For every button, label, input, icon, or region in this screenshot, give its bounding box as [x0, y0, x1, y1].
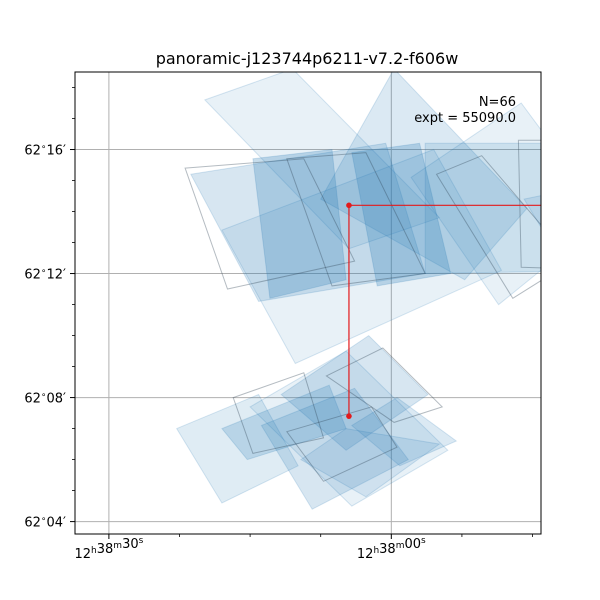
red-point [346, 413, 352, 419]
outline-panel-j [285, 406, 398, 482]
y-tick-label: 62∘04′ [24, 515, 66, 531]
outline-panel-a [184, 158, 356, 290]
footprint-polygon [523, 195, 541, 229]
x-tick-label: 12h38m00s [357, 536, 426, 562]
footprint-polygon [190, 142, 426, 302]
footprint-polygon [350, 396, 458, 467]
outline-panel-i [325, 347, 444, 423]
footprint-polygon [320, 72, 528, 281]
footprint-polygon [249, 350, 449, 507]
footprint-polygon [203, 72, 441, 250]
axis-ticks: 12h38m30s12h38m00s12h37m30s12h37m00s62∘0… [24, 87, 533, 562]
y-tick-label: 62∘12′ [24, 267, 66, 283]
outline-panel-d [517, 139, 541, 269]
outline-panel-b [286, 152, 426, 287]
red-markers-layer [346, 202, 541, 419]
footprint-polygon [299, 428, 441, 498]
outline-panel-c [435, 155, 541, 299]
footprint-polygon [175, 393, 299, 504]
y-tick-label: 62∘16′ [24, 143, 66, 159]
chart-title: panoramic-j123744p6211-v7.2-f606w [156, 49, 459, 68]
footprint-polygon [410, 102, 541, 306]
footprint-polygon [351, 142, 452, 287]
footprint-polygon [221, 384, 347, 461]
red-point [346, 202, 352, 209]
x-tick-label: 12h38m30s [74, 536, 143, 562]
footprint-polygon [260, 387, 410, 510]
plot-frame [74, 71, 542, 535]
outlines-layer [184, 139, 541, 482]
footprint-polygon [221, 148, 503, 365]
y-tick-label: 62∘08′ [24, 391, 66, 407]
grid-lines [75, 72, 541, 534]
outline-panel-h [232, 372, 325, 454]
annotation-exptime: expt = 55090.0 [414, 111, 516, 126]
annotation-count: N=66 [479, 95, 516, 110]
footprint-polygon [252, 148, 347, 299]
footprint-polygon [280, 334, 429, 451]
footprints-layer [175, 72, 541, 510]
footprint-polygon [424, 142, 541, 275]
